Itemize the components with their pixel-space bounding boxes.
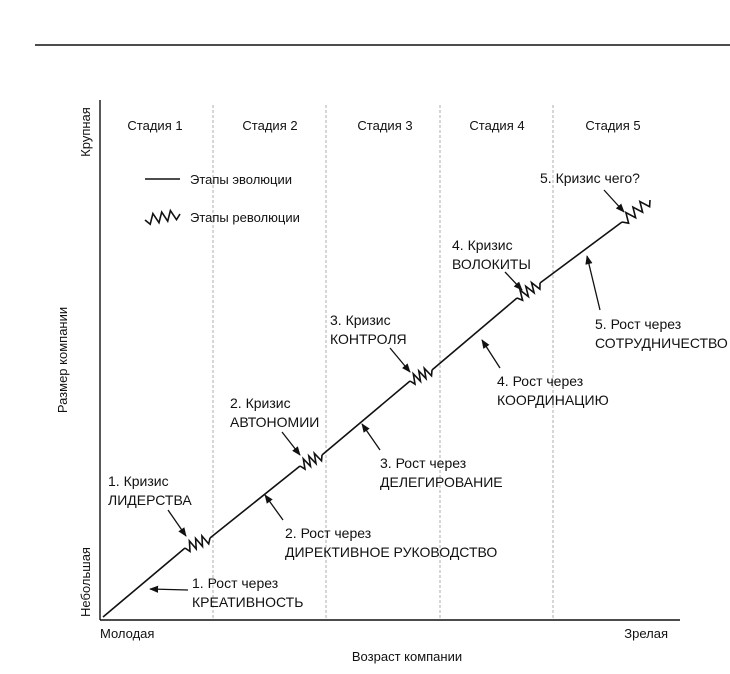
evolution-segment — [102, 547, 186, 618]
revolution-segment — [184, 533, 211, 553]
x-axis-title: Возраст компании — [352, 649, 462, 664]
y-axis-bottom: Небольшая — [78, 547, 93, 617]
growth-label: ДЕЛЕГИРОВАНИЕ — [380, 474, 503, 490]
crisis-label: ВОЛОКИТЫ — [452, 256, 531, 272]
growth-label: 4. Рост через — [497, 373, 583, 389]
growth-label: 3. Рост через — [380, 455, 466, 471]
arrow — [281, 431, 301, 456]
evolution-segment — [431, 297, 518, 371]
arrows — [149, 189, 625, 593]
arrow — [361, 423, 381, 451]
crisis-label: 3. Кризис — [330, 312, 391, 328]
legend-revolution-mark — [144, 208, 181, 226]
evolution-segment — [209, 465, 301, 539]
revolution-segment — [409, 365, 433, 386]
growth-label: КООРДИНАЦИЮ — [497, 392, 609, 408]
arrow — [585, 255, 601, 311]
arrow — [504, 271, 523, 291]
y-axis-top: Крупная — [78, 107, 93, 157]
revolution-segment — [299, 450, 323, 471]
stage-label: Стадия 4 — [469, 118, 524, 133]
x-axis-right: Зрелая — [624, 626, 668, 641]
growth-label: КРЕАТИВНОСТЬ — [192, 594, 303, 610]
arrow — [167, 509, 187, 537]
growth-label: 5. Рост через — [595, 316, 681, 332]
crisis-label: ЛИДЕРСТВА — [108, 492, 192, 508]
x-axis-left: Молодая — [100, 626, 154, 641]
revolution-segment — [621, 199, 651, 225]
legend-revolution: Этапы революции — [190, 210, 300, 225]
growth-label: СОТРУДНИЧЕСТВО — [595, 335, 728, 351]
arrow — [264, 494, 284, 521]
stage-label: Стадия 1 — [127, 118, 182, 133]
crisis-label: 2. Кризис — [230, 395, 291, 411]
revolution-segment — [516, 280, 541, 302]
y-axis-title: Размер компании — [55, 307, 70, 413]
crisis-label: 4. Кризис — [452, 237, 513, 253]
evolution-segment — [321, 380, 411, 456]
arrow — [603, 189, 625, 213]
crisis-label: 5. Кризис чего? — [540, 170, 640, 186]
arrow — [149, 585, 189, 593]
stage-label: Стадия 2 — [242, 118, 297, 133]
stage-label: Стадия 5 — [585, 118, 640, 133]
arrow — [389, 347, 411, 373]
arrow — [481, 339, 501, 369]
stage-label: Стадия 3 — [357, 118, 412, 133]
evolution-segment — [539, 221, 623, 284]
crisis-label: 1. Кризис — [108, 473, 169, 489]
crisis-label: АВТОНОМИИ — [230, 414, 319, 430]
growth-label: 1. Рост через — [192, 575, 278, 591]
legend-evolution: Этапы эволюции — [190, 172, 292, 187]
growth-label: 2. Рост через — [285, 525, 371, 541]
crisis-label: КОНТРОЛЯ — [330, 331, 407, 347]
growth-label: ДИРЕКТИВНОЕ РУКОВОДСТВО — [285, 544, 497, 560]
